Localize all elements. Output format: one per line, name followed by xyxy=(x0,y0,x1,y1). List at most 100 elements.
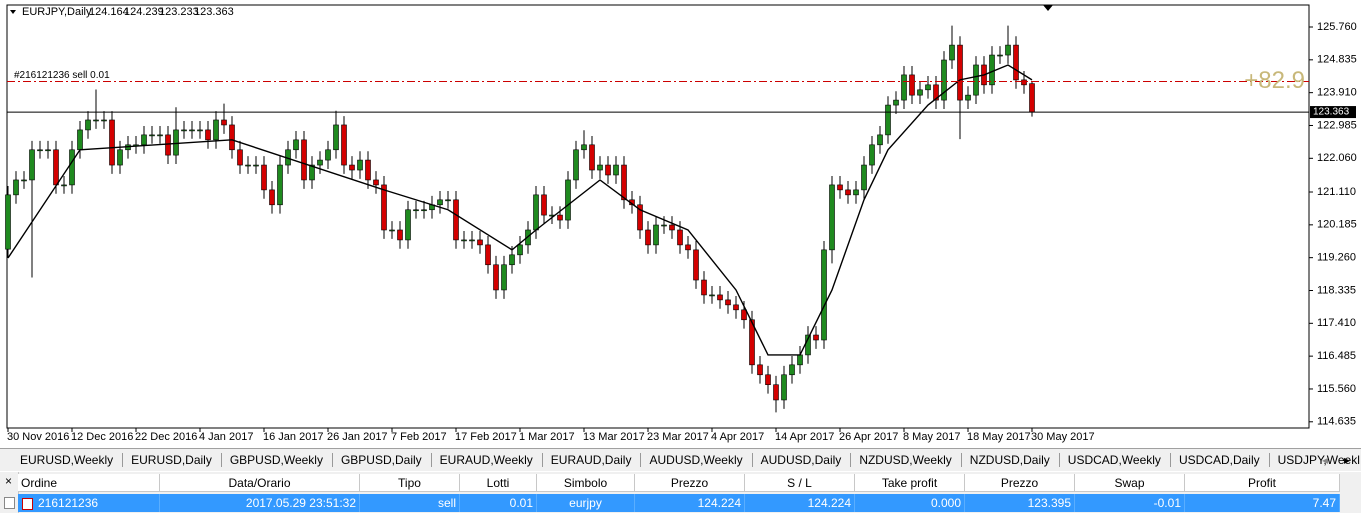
chart-tab[interactable]: GBPUSD,Weekly xyxy=(229,453,323,467)
chart-tab[interactable]: EURUSD,Daily xyxy=(131,453,212,467)
table-cell[interactable]: eurjpy xyxy=(537,494,635,512)
tab-separator xyxy=(640,453,642,467)
candle-body xyxy=(781,374,787,401)
table-cell[interactable]: 2017.05.29 23:51:32 xyxy=(160,494,360,512)
column-header[interactable]: Data/Orario xyxy=(160,474,360,492)
ohlc-low: 123.233 xyxy=(159,6,199,18)
candle-body xyxy=(485,244,491,266)
candle-body xyxy=(797,354,803,366)
side-strip: × xyxy=(0,472,19,513)
candle-body xyxy=(581,144,587,151)
column-header[interactable]: Tipo xyxy=(360,474,460,492)
tab-separator xyxy=(541,453,543,467)
y-tick-label: 120.185 xyxy=(1317,219,1357,231)
candle-body xyxy=(333,124,339,151)
column-header[interactable]: S / L xyxy=(745,474,855,492)
chart-tab[interactable]: USDJPY,Weekl xyxy=(1277,453,1360,467)
chart-tab[interactable]: EURUSD,Weekly xyxy=(20,453,114,467)
tab-separator xyxy=(430,453,432,467)
candle-body xyxy=(213,119,219,141)
candle-body xyxy=(413,209,419,212)
price-tag-label: 123.363 xyxy=(1313,107,1350,118)
candle-body xyxy=(317,159,323,166)
close-button[interactable]: × xyxy=(5,474,13,488)
chart-tab[interactable]: NZDUSD,Weekly xyxy=(859,453,952,467)
chart-tab[interactable]: EURAUD,Weekly xyxy=(439,453,533,467)
candle-body xyxy=(293,139,299,151)
chart-tab[interactable]: EURAUD,Daily xyxy=(550,453,632,467)
x-tick-label: 17 Feb 2017 xyxy=(455,431,517,443)
table-cell[interactable]: 123.395 xyxy=(965,494,1075,512)
candle-body xyxy=(365,159,371,181)
candle-body xyxy=(829,184,835,251)
table-cell[interactable]: 124.224 xyxy=(745,494,855,512)
candle-body xyxy=(949,44,955,61)
ohlc-open: 124.164 xyxy=(89,6,129,18)
candle-body xyxy=(37,149,43,152)
x-tick-label: 8 May 2017 xyxy=(903,431,960,443)
candle-body xyxy=(445,199,451,202)
candle-body xyxy=(397,229,403,241)
candle-body xyxy=(357,159,363,171)
table-cell[interactable]: 7.47 xyxy=(1185,494,1340,512)
chart-tab[interactable]: AUDUSD,Weekly xyxy=(649,453,743,467)
x-tick-label: 14 Apr 2017 xyxy=(775,431,834,443)
candle-body xyxy=(13,179,19,196)
table-cell[interactable]: sell xyxy=(360,494,460,512)
column-header[interactable]: Simbolo xyxy=(537,474,635,492)
candle-body xyxy=(997,54,1003,57)
column-header[interactable]: Prezzo xyxy=(965,474,1075,492)
chart: EURJPY,Daily 124.164 124.239 123.233 123… xyxy=(5,4,1357,443)
y-tick-label: 125.760 xyxy=(1317,21,1357,33)
candle-body xyxy=(565,179,571,221)
tab-separator xyxy=(331,453,333,467)
tab-separator xyxy=(1058,453,1060,467)
moving-average xyxy=(7,64,1033,356)
order-label: #216121236 sell 0.01 xyxy=(14,70,110,81)
candle-body xyxy=(45,149,51,152)
candle-body xyxy=(253,164,259,167)
candle-body xyxy=(93,119,99,122)
chart-tab[interactable]: NZDUSD,Daily xyxy=(969,453,1050,467)
candle-body xyxy=(149,134,155,137)
candle-body xyxy=(885,104,891,136)
candle-body xyxy=(29,149,35,181)
candle-body xyxy=(749,319,755,366)
candle-body xyxy=(101,119,107,122)
tab-scroll-left[interactable]: ◂ xyxy=(1322,453,1329,467)
column-header[interactable]: Ordine xyxy=(18,474,160,492)
x-tick-label: 16 Jan 2017 xyxy=(263,431,324,443)
table-cell[interactable]: 216121236 xyxy=(18,494,160,512)
candle-body xyxy=(965,94,971,101)
tab-scroll-right[interactable]: ▸ xyxy=(1344,453,1351,467)
candle-body xyxy=(165,134,171,156)
candle-body xyxy=(277,164,283,206)
candle-body xyxy=(197,129,203,132)
table-cell[interactable]: 0.000 xyxy=(855,494,965,512)
column-header[interactable]: Swap xyxy=(1075,474,1185,492)
menu-arrow[interactable] xyxy=(10,10,16,14)
candle-body xyxy=(245,164,251,167)
chart-tab[interactable]: GBPUSD,Daily xyxy=(340,453,422,467)
chart-tab[interactable]: AUDUSD,Daily xyxy=(760,453,842,467)
candle-body xyxy=(205,129,211,141)
column-header[interactable]: Prezzo xyxy=(635,474,745,492)
column-header[interactable]: Profit xyxy=(1185,474,1340,492)
y-tick-label: 122.985 xyxy=(1317,119,1357,131)
chart-tab[interactable]: USDCAD,Weekly xyxy=(1067,453,1161,467)
candle-body xyxy=(813,334,819,341)
column-header[interactable]: Take profit xyxy=(855,474,965,492)
column-header[interactable]: Lotti xyxy=(460,474,537,492)
y-tick-label: 119.260 xyxy=(1317,252,1356,264)
candle-body xyxy=(869,144,875,166)
table-cell[interactable]: -0.01 xyxy=(1075,494,1185,512)
candle-body xyxy=(861,164,867,191)
y-tick-label: 116.485 xyxy=(1317,350,1356,362)
y-tick-label: 118.335 xyxy=(1317,284,1356,296)
candle-body xyxy=(501,264,507,291)
candle-body xyxy=(837,184,843,191)
table-cell[interactable]: 0.01 xyxy=(460,494,537,512)
chart-tab[interactable]: USDCAD,Daily xyxy=(1178,453,1260,467)
table-cell[interactable]: 124.224 xyxy=(635,494,745,512)
candle-body xyxy=(509,254,515,266)
